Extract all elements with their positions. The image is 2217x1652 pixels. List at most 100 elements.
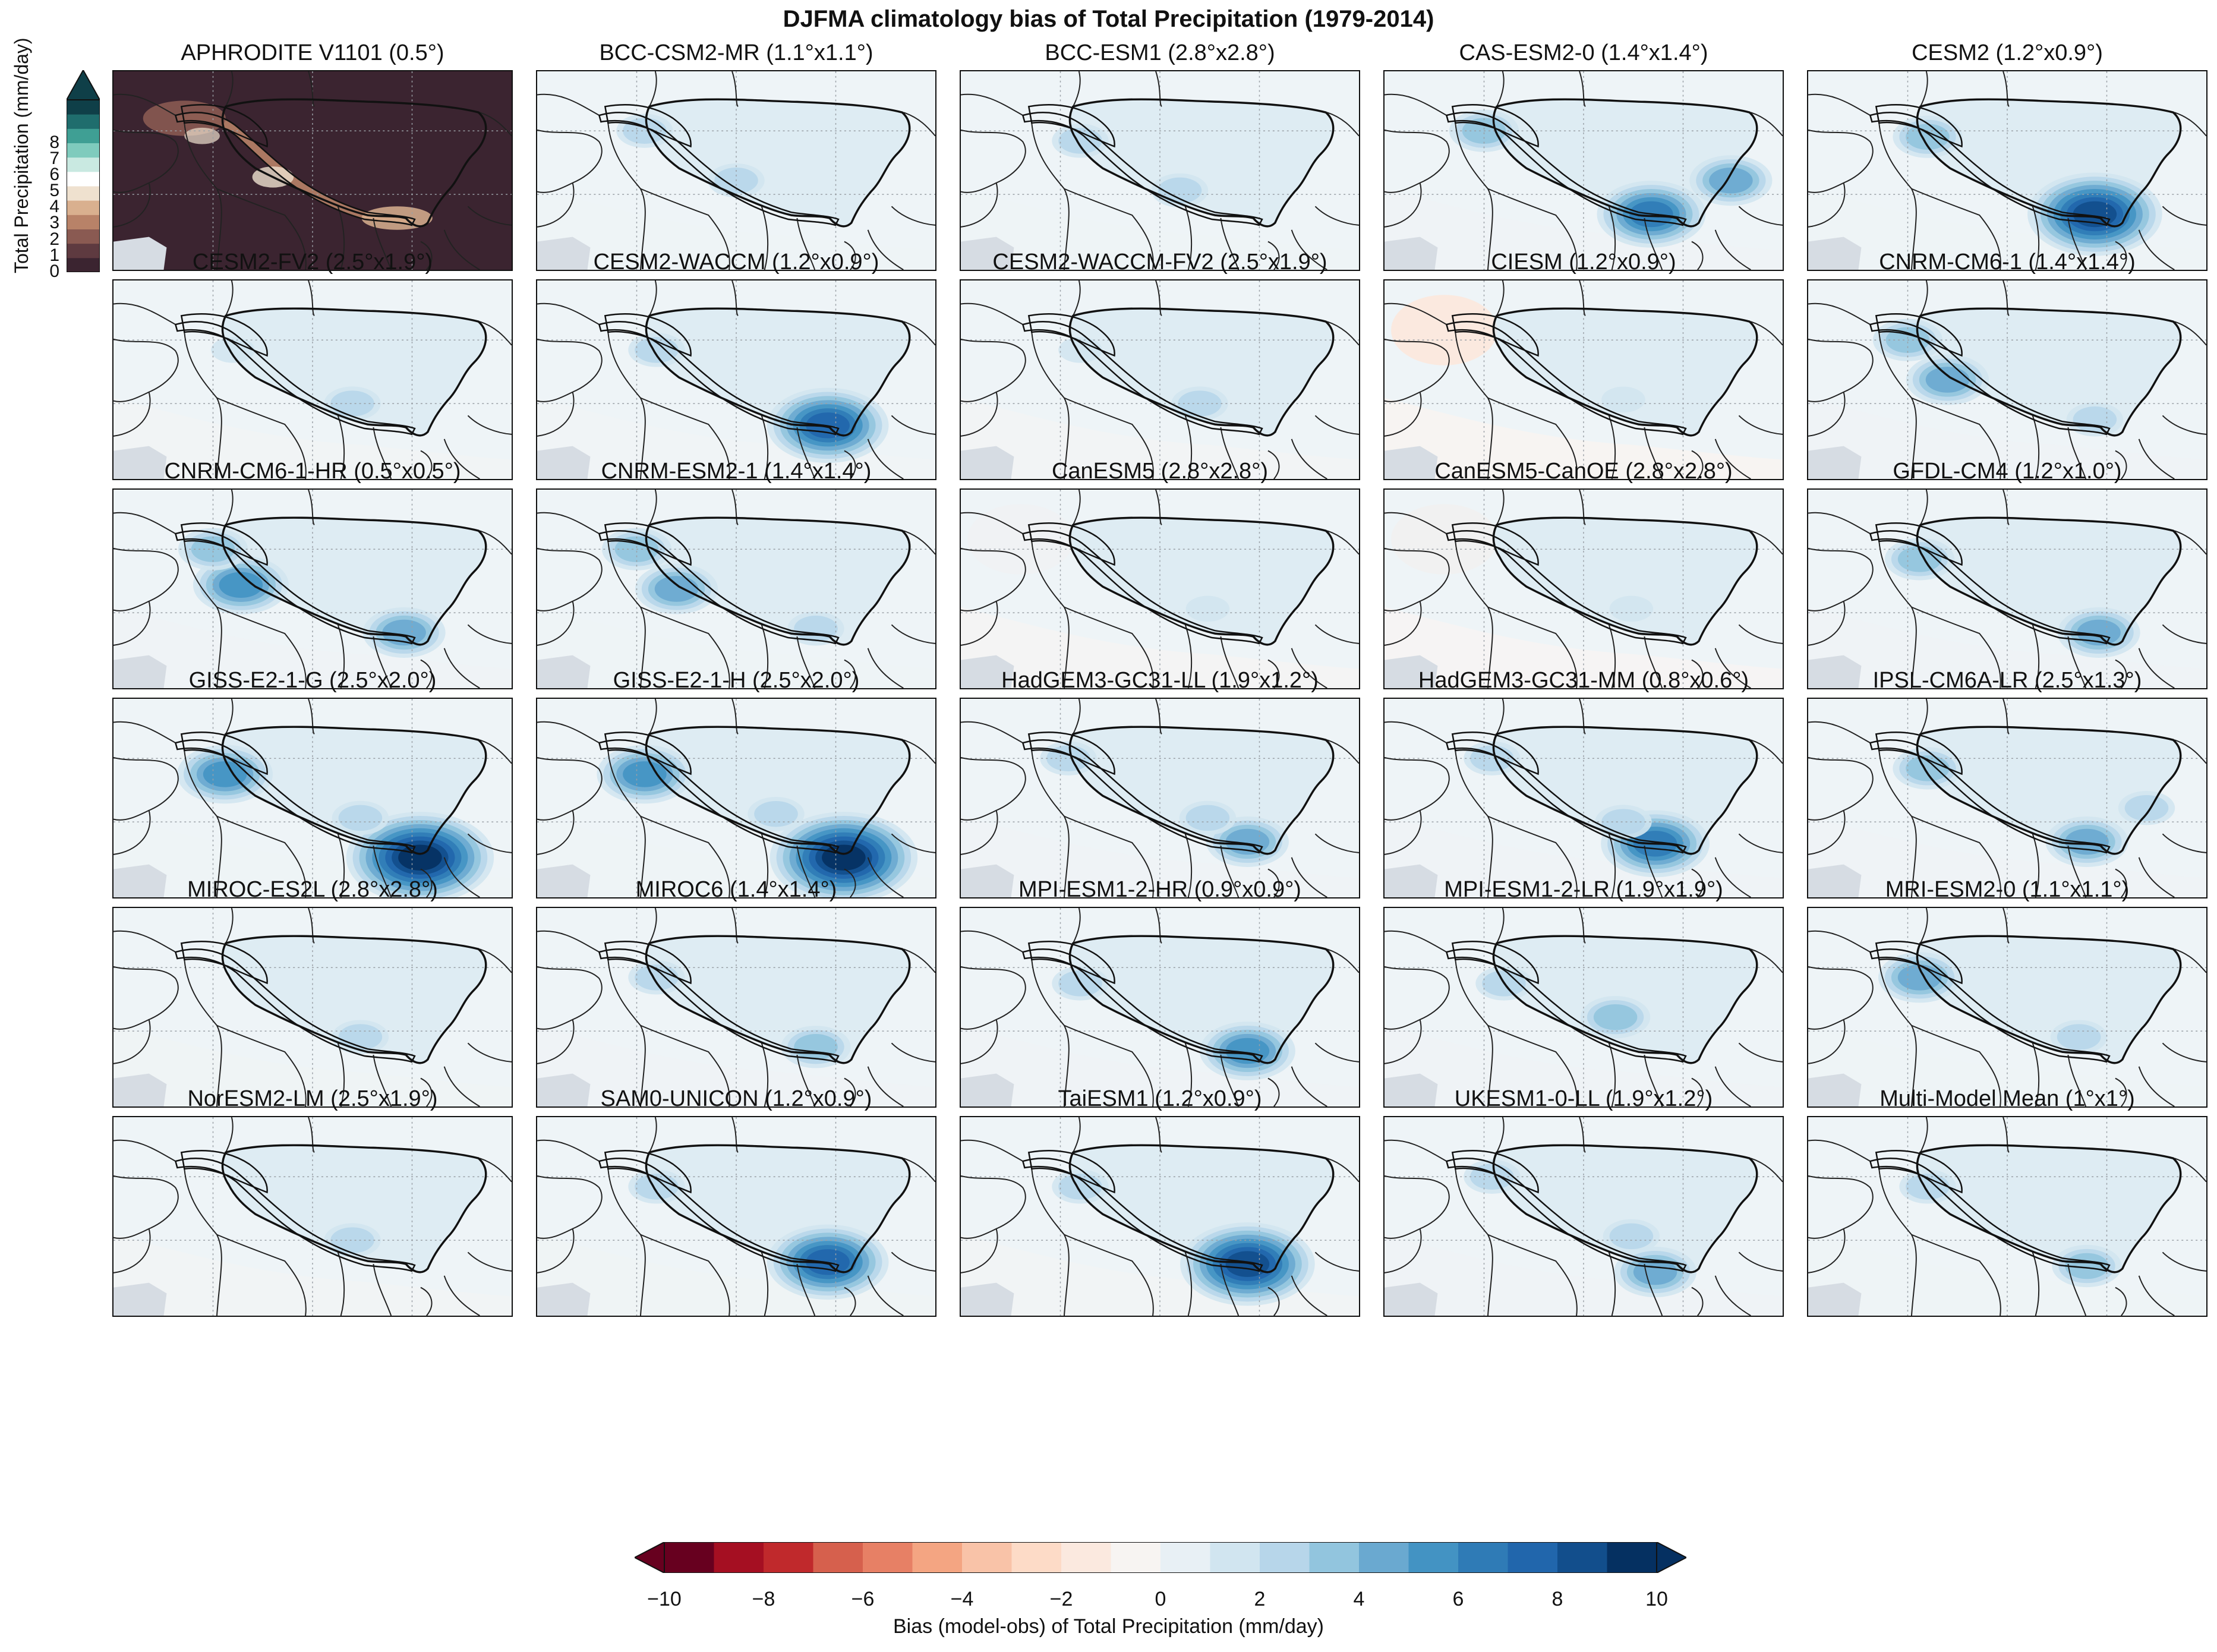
bias-maximum-17-1 (1179, 800, 1237, 836)
bias-map-panel (960, 70, 1360, 271)
bias-maximum-15-2 (332, 800, 389, 836)
bias-colorbar-segment (1359, 1542, 1409, 1573)
bias-maximum-14-1 (1884, 538, 1955, 581)
bias-maximum-8-0 (1601, 386, 1645, 413)
bias-colorbar-tick: 4 (1353, 1588, 1365, 1610)
bias-map-panel (112, 488, 513, 689)
panel-title: CanESM5-CanOE (2.8°x2.8°) (1434, 459, 1733, 484)
bias-maximum-7-0 (1171, 386, 1228, 421)
bias-maximum-21-1 (628, 960, 685, 995)
panel-title: MRI-ESM2-0 (1.1°x1.1°) (1885, 877, 2130, 902)
bias-colorbar-segment (813, 1542, 863, 1573)
map-canvas (1808, 699, 2206, 897)
bias-colorbar-extend-arrow-high (1656, 1542, 1686, 1573)
bias-maximum-4-0 (2027, 172, 2162, 256)
bias-map-panel (1383, 488, 1784, 689)
bias-maximum-16-1 (597, 745, 693, 804)
bias-map-panel (1807, 698, 2207, 898)
panel-title: CNRM-CM6-1-HR (0.5°x0.5°) (164, 459, 461, 484)
bias-maximum-20-0 (332, 1020, 389, 1054)
bias-colorbar-segment (912, 1542, 963, 1573)
panel-title: CESM2 (1.2°x0.9°) (1912, 40, 2103, 65)
map-canvas (537, 71, 935, 270)
bias-maximum-12-0 (1185, 595, 1230, 622)
panel-title: HadGEM3-GC31-LL (1.9°x1.2°) (1001, 668, 1319, 693)
bias-colorbar-tick: 10 (1645, 1588, 1668, 1610)
bias-maximum-28-1 (1603, 1219, 1660, 1254)
obs-colorbar-tick: 8 (49, 132, 59, 152)
bias-colorbar-label: Bias (model-obs) of Total Precipitation … (893, 1615, 1324, 1638)
bias-colorbar-tick: 0 (1155, 1588, 1166, 1610)
bias-map-panel (112, 1116, 513, 1317)
map-canvas (961, 71, 1359, 270)
obs-colorbar-segment (67, 114, 100, 129)
bias-maximum-11-0 (635, 563, 718, 614)
bias-maximum-5-1 (211, 337, 255, 363)
bias-colorbar-segment (863, 1542, 913, 1573)
obs-colorbar-tick: 7 (49, 148, 59, 168)
bias-colorbar-segment (664, 1542, 714, 1573)
bias-map-panel (1383, 279, 1784, 480)
obs-colorbar-tick: 6 (49, 164, 59, 184)
panel-title: MPI-ESM1-2-LR (1.9°x1.9°) (1444, 877, 1723, 902)
bias-maximum-14-0 (2057, 607, 2140, 658)
panel-title: HadGEM3-GC31-MM (0.8°x0.6°) (1418, 668, 1749, 693)
map-canvas (961, 699, 1359, 897)
panel-title: CNRM-CM6-1 (1.4°x1.4°) (1879, 250, 2136, 275)
observation-map-panel (112, 70, 513, 271)
panel-title: IPSL-CM6A-LR (2.5°x1.3°) (1872, 668, 2142, 693)
map-canvas (537, 280, 935, 479)
bias-map-panel (536, 907, 936, 1108)
map-canvas (113, 490, 512, 688)
obs-colorbar-segment (67, 186, 100, 201)
panel-title: NorESM2-LM (2.5°x1.9°) (187, 1086, 438, 1111)
map-canvas (113, 908, 512, 1106)
bias-colorbar (635, 1542, 1686, 1573)
bias-colorbar-segment (1260, 1542, 1310, 1573)
bias-colorbar-extend-arrow-low (635, 1542, 665, 1573)
map-canvas (537, 490, 935, 688)
bias-colorbar-segment (1508, 1542, 1558, 1573)
map-canvas (961, 1117, 1359, 1316)
bias-map-panel (536, 698, 936, 898)
bias-maximum-2-0 (1151, 173, 1209, 208)
bias-maximum-19-1 (1893, 747, 1963, 790)
bias-map-panel (112, 907, 513, 1108)
map-canvas (113, 280, 512, 479)
obs-colorbar-tick: 1 (49, 245, 59, 265)
figure-title: DJFMA climatology bias of Total Precipit… (783, 6, 1434, 32)
map-canvas (961, 490, 1359, 688)
panel-title: BCC-CSM2-MR (1.1°x1.1°) (599, 40, 873, 65)
bias-maximum-2-1 (1052, 124, 1109, 158)
bias-colorbar-segment (1309, 1542, 1360, 1573)
obs-colorbar-label: Total Precipitation (mm/day) (11, 37, 32, 273)
map-canvas (1808, 71, 2206, 270)
bias-maximum-9-2 (2066, 402, 2124, 437)
obs-colorbar-tick: 0 (49, 261, 59, 281)
obs-colorbar-segment (67, 257, 100, 272)
bias-map-panel (536, 279, 936, 480)
map-canvas (1808, 1117, 2206, 1316)
bias-colorbar-tick: −2 (1049, 1588, 1073, 1610)
bias-map-panel (960, 488, 1360, 689)
bias-colorbar-tick: 6 (1452, 1588, 1464, 1610)
map-canvas (1808, 490, 2206, 688)
bias-maximum-6-1 (628, 333, 685, 367)
bias-maximum-24-1 (2050, 1020, 2108, 1054)
obs-colorbar-segment (67, 215, 100, 229)
bias-maximum-25-0 (324, 1223, 381, 1257)
obs-colorbar-segment (67, 143, 100, 158)
obs-colorbar-segment (67, 157, 100, 172)
bias-colorbar-segment (1061, 1542, 1111, 1573)
bias-colorbar-tick: 2 (1254, 1588, 1266, 1610)
panel-title: APHRODITE V1101 (0.5°) (181, 40, 444, 65)
obs-colorbar-segment (67, 200, 100, 215)
map-canvas (961, 280, 1359, 479)
map-canvas (113, 71, 512, 270)
obs-colorbar-tick: 5 (49, 181, 59, 201)
bias-maximum-29-0 (2052, 1244, 2122, 1288)
panel-title: GISS-E2-1-G (2.5°x2.0°) (188, 668, 437, 693)
bias-maximum-5-0 (324, 386, 381, 421)
bias-maximum-3-1 (1689, 155, 1773, 206)
map-canvas (1808, 908, 2206, 1106)
